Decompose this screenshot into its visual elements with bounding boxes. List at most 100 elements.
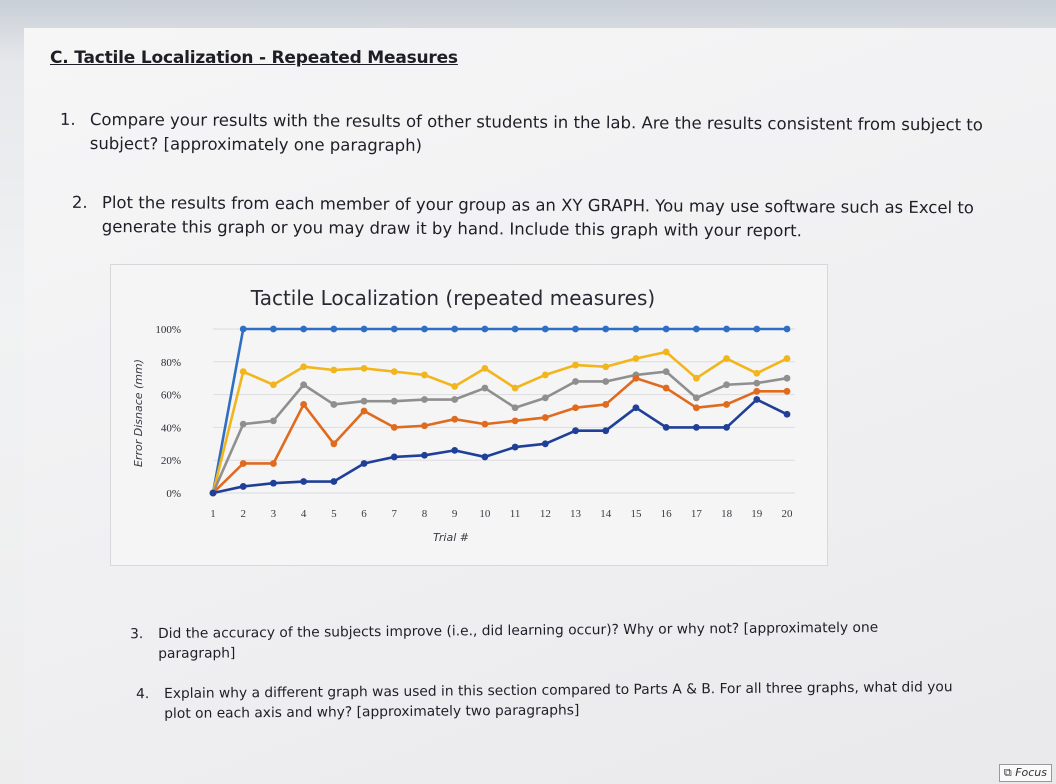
data-series — [209, 368, 791, 497]
data-point — [662, 424, 670, 431]
y-axis-ticks: 0% 20% 40% 60% 80% 100% — [155, 324, 181, 500]
focus-badge[interactable]: ⧉ Focus — [998, 764, 1052, 782]
question-4: 4. Explain why a different graph was use… — [136, 677, 954, 724]
data-point — [239, 420, 247, 428]
x-tick-label: 18 — [721, 508, 733, 520]
x-tick-label: 16 — [661, 508, 673, 520]
data-point — [481, 420, 489, 428]
x-tick-label: 14 — [600, 508, 612, 520]
data-point — [632, 325, 640, 333]
y-tick-label: 80% — [161, 357, 181, 369]
data-point — [541, 325, 549, 333]
focus-label: Focus — [1015, 766, 1047, 779]
question-text: Plot the results from each member of you… — [101, 192, 975, 241]
data-point — [541, 394, 549, 402]
chart-svg: Tactile Localization (repeated measures)… — [132, 286, 795, 544]
question-text: Explain why a different graph was used i… — [164, 679, 953, 722]
data-point — [692, 394, 700, 402]
data-point — [330, 366, 338, 374]
x-tick-label: 1 — [210, 508, 216, 520]
x-tick-label: 20 — [782, 508, 794, 520]
data-point — [421, 396, 428, 403]
data-point — [421, 325, 428, 333]
question-1: 1. Compare your results with the results… — [60, 108, 1010, 162]
x-axis-label: Trial # — [433, 531, 469, 544]
question-3: 3. Did the accuracy of the subjects impr… — [130, 617, 958, 664]
data-point — [572, 404, 579, 412]
question-number: 4. — [136, 686, 150, 703]
data-point — [390, 368, 398, 376]
x-tick-label: 7 — [392, 508, 398, 520]
question-text: Compare your results with the results of… — [89, 109, 983, 156]
data-point — [270, 417, 277, 425]
data-point — [330, 325, 338, 333]
question-2: 2. Plot the results from each member of … — [72, 191, 1002, 244]
series-line — [212, 376, 787, 494]
data-point — [390, 397, 398, 405]
data-point — [783, 387, 791, 395]
data-series — [209, 325, 791, 497]
series-line — [212, 398, 788, 495]
data-point — [723, 401, 730, 408]
data-point — [451, 446, 459, 454]
data-point — [239, 460, 247, 467]
data-point — [481, 453, 489, 461]
data-point — [330, 478, 338, 485]
data-point — [692, 374, 700, 382]
data-point — [360, 407, 368, 415]
data-point — [723, 325, 730, 333]
x-tick-label: 4 — [301, 508, 307, 520]
data-point — [239, 325, 247, 333]
y-tick-label: 100% — [155, 324, 181, 336]
series-line — [211, 370, 788, 494]
data-point — [239, 483, 247, 490]
data-point — [541, 371, 549, 379]
data-point — [270, 479, 277, 487]
data-point — [330, 401, 338, 408]
x-tick-label: 8 — [422, 508, 428, 520]
data-point — [300, 363, 308, 371]
data-point — [632, 374, 640, 382]
data-point — [662, 368, 670, 376]
data-point — [753, 369, 761, 377]
data-point — [300, 325, 308, 333]
data-point — [360, 397, 368, 405]
data-point — [783, 410, 791, 418]
data-point — [451, 325, 459, 333]
data-point — [511, 325, 519, 333]
x-tick-label: 12 — [540, 508, 551, 520]
data-point — [390, 325, 398, 333]
question-number: 3. — [130, 626, 144, 643]
data-point — [753, 325, 761, 333]
x-tick-label: 6 — [361, 508, 367, 520]
data-point — [451, 383, 459, 390]
data-point — [662, 325, 670, 333]
data-point — [300, 478, 308, 485]
data-point — [783, 355, 791, 362]
data-point — [511, 417, 519, 425]
x-tick-label: 3 — [271, 508, 277, 520]
data-point — [209, 489, 217, 497]
data-point — [330, 440, 338, 448]
data-point — [783, 374, 791, 382]
data-point — [602, 427, 610, 435]
data-point — [300, 381, 308, 389]
data-point — [481, 364, 489, 372]
data-point — [481, 325, 489, 333]
x-tick-label: 13 — [570, 508, 582, 520]
focus-icon: ⧉ — [1003, 766, 1012, 779]
question-number: 1. — [59, 109, 76, 129]
chart-series — [209, 325, 791, 497]
data-point — [723, 355, 730, 362]
data-point — [481, 384, 489, 392]
data-point — [723, 381, 730, 389]
data-point — [511, 384, 519, 392]
line-chart: Tactile Localization (repeated measures)… — [110, 264, 828, 566]
data-point — [239, 368, 247, 376]
data-series — [209, 396, 791, 497]
data-point — [602, 363, 610, 371]
question-number: 2. — [71, 192, 88, 212]
y-axis-label: Error Disnace (mm) — [132, 359, 145, 467]
data-point — [421, 371, 428, 379]
x-tick-label: 17 — [691, 508, 703, 520]
